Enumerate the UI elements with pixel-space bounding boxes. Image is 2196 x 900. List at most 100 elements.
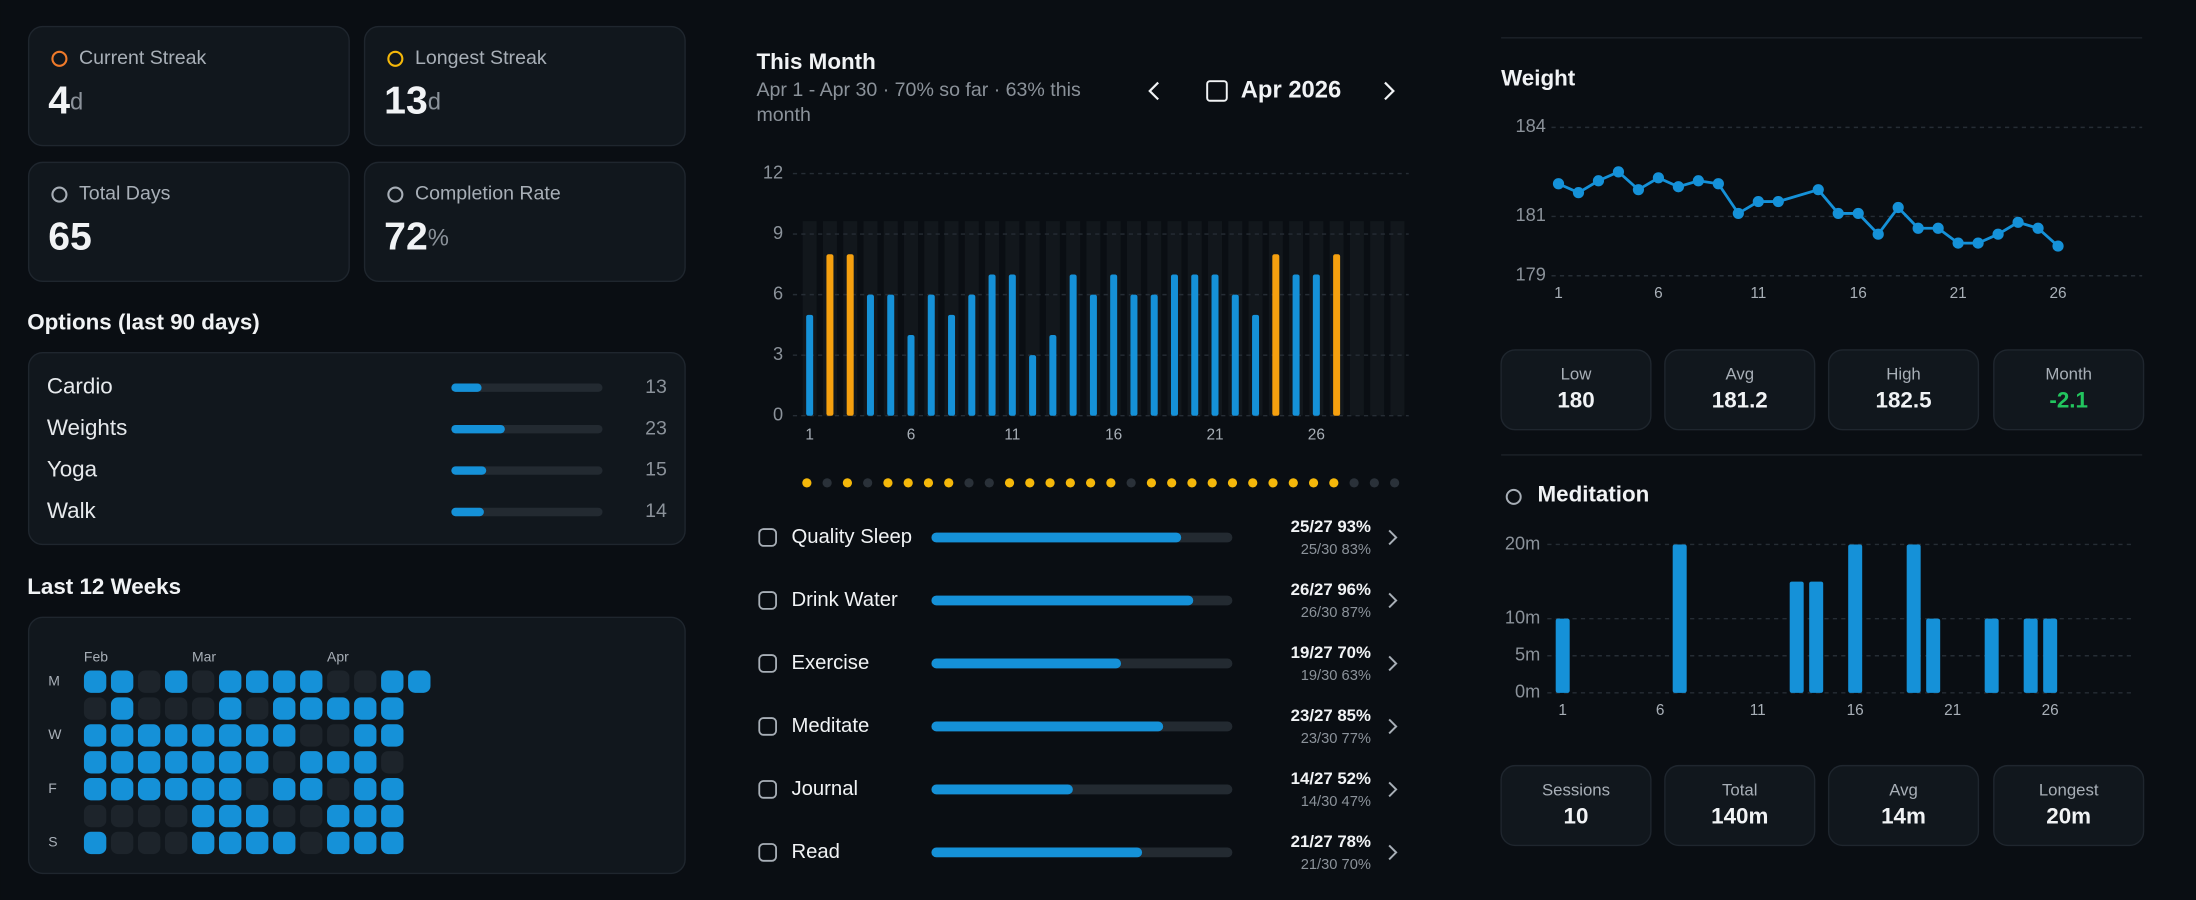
option-name: Yoga bbox=[47, 456, 98, 481]
heatmap-cell bbox=[164, 697, 188, 720]
habit-chevron[interactable] bbox=[1388, 718, 1398, 735]
card bbox=[363, 25, 686, 147]
card bbox=[1993, 764, 2145, 847]
weight-point bbox=[1932, 222, 1944, 234]
bar bbox=[927, 294, 935, 416]
chart-title: Meditation bbox=[1538, 481, 1650, 506]
stat-value: 181.2 bbox=[1712, 388, 1768, 413]
heatmap-cell bbox=[191, 724, 215, 747]
habit-icon bbox=[758, 591, 777, 610]
weight-point bbox=[1552, 178, 1565, 190]
streak-dot bbox=[1227, 478, 1238, 488]
habit-chevron[interactable] bbox=[1388, 844, 1398, 861]
stat-value: 20m bbox=[2046, 803, 2091, 828]
icon bbox=[51, 50, 68, 67]
habit-bar bbox=[931, 595, 1194, 606]
bar bbox=[1292, 274, 1300, 416]
bar bbox=[1069, 274, 1077, 416]
stat-unit: d bbox=[428, 89, 441, 116]
habit-bar bbox=[931, 784, 1073, 795]
x-tick-label: 26 bbox=[2042, 702, 2059, 719]
stat-value: 65 bbox=[48, 216, 92, 259]
weight-point bbox=[1672, 181, 1684, 193]
streak-dot bbox=[1390, 478, 1400, 488]
streak-dot bbox=[1187, 478, 1197, 488]
habit-bar bbox=[931, 721, 1164, 732]
heatmap-cell bbox=[354, 697, 377, 720]
y-tick-label: 179 bbox=[1516, 265, 1546, 285]
heatmap-cell bbox=[273, 724, 296, 747]
heatmap-cell bbox=[83, 751, 107, 774]
heatmap-cell bbox=[218, 724, 242, 747]
y-tick-label: 9 bbox=[773, 223, 783, 243]
option-name: Weights bbox=[47, 415, 127, 440]
streak-dot bbox=[1045, 478, 1055, 488]
prev-button[interactable] bbox=[1148, 81, 1159, 101]
heatmap-cell bbox=[327, 751, 350, 774]
heatmap-cell bbox=[110, 831, 134, 855]
option-value: 15 bbox=[645, 459, 667, 481]
heatmap-cell bbox=[381, 804, 404, 828]
bar bbox=[907, 334, 915, 416]
weight-point bbox=[1772, 195, 1784, 208]
section-title: Options (last 90 days) bbox=[27, 309, 260, 334]
heatmap-cell bbox=[218, 777, 242, 801]
option-bar bbox=[451, 507, 484, 517]
streak-dot bbox=[923, 478, 934, 488]
heatmap-cell bbox=[164, 777, 188, 801]
heatmap-cell bbox=[137, 751, 161, 774]
habit-chevron[interactable] bbox=[1388, 781, 1398, 798]
streak-dot bbox=[822, 478, 832, 488]
y-tick-label: 0 bbox=[773, 405, 783, 425]
stat-label: High bbox=[1886, 365, 1921, 384]
heatmap-cell bbox=[83, 697, 107, 720]
x-tick-label: 11 bbox=[1750, 702, 1766, 719]
bar bbox=[2043, 618, 2058, 693]
bar bbox=[826, 254, 834, 416]
x-tick-label: 26 bbox=[2049, 285, 2066, 302]
weight-point bbox=[1692, 175, 1704, 187]
habit-name: Meditate bbox=[791, 715, 869, 737]
habit-chevron[interactable] bbox=[1388, 592, 1398, 609]
y-tick-label: 184 bbox=[1516, 116, 1546, 136]
card bbox=[27, 161, 350, 283]
option-value: 23 bbox=[645, 417, 667, 439]
weight-point bbox=[1912, 222, 1924, 234]
heatmap-cell bbox=[246, 724, 269, 747]
x-tick-label: 11 bbox=[1750, 285, 1766, 302]
bar bbox=[2023, 618, 2038, 693]
weight-point bbox=[1872, 228, 1884, 240]
streak-dot bbox=[1268, 478, 1278, 488]
streak-dot bbox=[1126, 478, 1136, 488]
bar bbox=[1231, 294, 1239, 416]
streak-dot bbox=[1248, 478, 1258, 488]
stat-number: 4 bbox=[48, 80, 70, 123]
heatmap-cell bbox=[300, 804, 323, 828]
heatmap-cell bbox=[354, 724, 377, 747]
habit-chevron[interactable] bbox=[1388, 655, 1398, 672]
stat-label: Longest bbox=[2039, 780, 2099, 799]
icon bbox=[1505, 488, 1522, 505]
weight-point bbox=[1812, 184, 1824, 196]
stat-value: 72% bbox=[384, 216, 449, 259]
y-tick-label: 5m bbox=[1515, 645, 1540, 665]
streak-dot bbox=[1065, 478, 1075, 488]
heatmap-cell bbox=[191, 777, 215, 801]
period-label: Apr 2026 bbox=[1241, 76, 1341, 103]
heatmap-cell bbox=[191, 670, 215, 693]
heatmap-cell bbox=[327, 724, 350, 747]
streak-dot bbox=[1207, 478, 1217, 488]
heatmap-cell bbox=[218, 670, 242, 693]
card bbox=[1827, 349, 1980, 431]
weight-point bbox=[1892, 201, 1904, 214]
x-tick-label: 11 bbox=[1004, 426, 1020, 443]
bar bbox=[1848, 544, 1863, 693]
bar bbox=[1555, 618, 1570, 693]
heatmap-cell bbox=[110, 697, 134, 720]
habit-chevron[interactable] bbox=[1388, 529, 1398, 546]
heatmap-cell bbox=[327, 670, 350, 693]
weight-point bbox=[1832, 207, 1844, 220]
next-button[interactable] bbox=[1384, 81, 1395, 101]
x-tick-label: 1 bbox=[805, 426, 814, 443]
